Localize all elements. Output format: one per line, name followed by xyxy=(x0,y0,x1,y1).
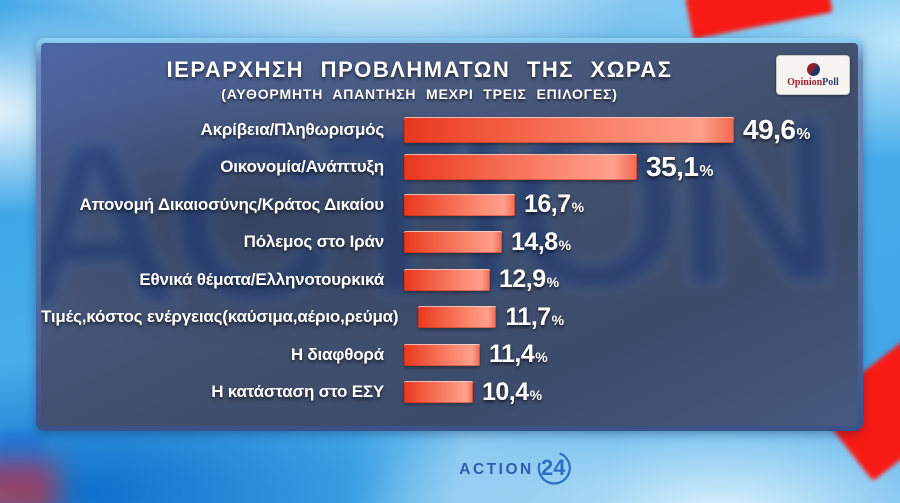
bar-label: Πόλεμος στο Ιράν xyxy=(243,232,385,252)
bar-value-number: 12,9 xyxy=(499,265,546,294)
bar xyxy=(404,231,502,254)
bar-row: Τιμές,κόστος ενέργειας(καύσιμα,αέριο,ρεύ… xyxy=(41,299,858,337)
bar-value-unit: % xyxy=(535,349,548,366)
bar-label: Απονομή Δικαιοσύνης/Κράτος Δικαίου xyxy=(79,194,385,214)
bar-label: Εθνικά θέματα/Ελληνοτουρκικά xyxy=(139,269,384,289)
chart-subtitle: (ΑΥΘΟΡΜΗΤΗ ΑΠΑΝΤΗΣΗ ΜΕΧΡΙ ΤΡΕΙΣ ΕΠΙΛΟΓΕΣ… xyxy=(221,86,618,102)
bar-value: 16,7% xyxy=(524,190,584,219)
bar xyxy=(404,268,490,291)
opinionpoll-pie-icon xyxy=(806,62,820,76)
chart-header: ΙΕΡΑΡΧΗΣΗ ΠΡΟΒΛΗΜΑΤΩΝ ΤΗΣ ΧΩΡΑΣ (ΑΥΘΟΡΜΗ… xyxy=(91,57,748,102)
logo-circle-arc xyxy=(537,452,571,485)
bar-label: Οικονομία/Ανάπτυξη xyxy=(220,157,384,177)
bar xyxy=(404,381,473,404)
opinionpoll-label: OpinionPoll xyxy=(787,76,839,88)
opinionpoll-badge: OpinionPoll xyxy=(776,55,850,95)
bar-value-number: 35,1 xyxy=(646,151,699,183)
bar-row: Οικονομία/Ανάπτυξη 35,1% xyxy=(41,149,858,187)
bar xyxy=(404,193,515,216)
bar-label: Η κατάσταση στο ΕΣΥ xyxy=(211,382,384,402)
action24-logo: ACTION 24 xyxy=(459,452,571,485)
bar-value: 11,4% xyxy=(489,340,548,369)
bar-value-unit: % xyxy=(796,125,811,143)
bar-value-number: 10,4 xyxy=(482,377,529,406)
svg-text:ACTION: ACTION xyxy=(459,461,533,478)
bar-row: Εθνικά θέματα/Ελληνοτουρκικά 12,9% xyxy=(41,261,858,299)
poll-panel: ACTION ΙΕΡΑΡΧΗΣΗ ΠΡΟΒΛΗΜΑΤΩΝ ΤΗΣ ΧΩΡΑΣ (… xyxy=(36,38,863,431)
opinionpoll-label-poll: Poll xyxy=(822,76,839,88)
channel-logo: ACTION 24 xyxy=(451,448,581,495)
opinionpoll-label-opinion: Opinion xyxy=(787,76,823,88)
poll-panel-body: ACTION ΙΕΡΑΡΧΗΣΗ ΠΡΟΒΛΗΜΑΤΩΝ ΤΗΣ ΧΩΡΑΣ (… xyxy=(41,43,858,426)
bar-row: Ακρίβεια/Πληθωρισμός 49,6% xyxy=(41,111,858,149)
bar-label: Η διαφθορά xyxy=(290,344,384,364)
bar-value-unit: % xyxy=(551,311,564,328)
bar-value-unit: % xyxy=(546,274,559,291)
bar-value-number: 49,6 xyxy=(743,113,796,145)
bar-value: 11,7% xyxy=(505,302,564,332)
bar-value-unit: % xyxy=(558,236,571,253)
bar-value-number: 16,7 xyxy=(524,190,571,219)
bar-value: 49,6% xyxy=(743,114,810,146)
bar-chart: Ακρίβεια/Πληθωρισμός 49,6% Οικονομία/Ανά… xyxy=(41,111,858,411)
bar xyxy=(404,116,734,143)
bar-row: Απονομή Δικαιοσύνης/Κράτος Δικαίου 16,7% xyxy=(41,186,858,224)
bar-value: 35,1% xyxy=(646,151,713,183)
bar-label: Τιμές,κόστος ενέργειας(καύσιμα,αέριο,ρεύ… xyxy=(41,307,399,327)
bar-row: Η διαφθορά 11,4% xyxy=(41,336,858,374)
svg-text:24: 24 xyxy=(541,455,566,480)
bar-row: Πόλεμος στο Ιράν 14,8% xyxy=(41,224,858,262)
bar-label: Ακρίβεια/Πληθωρισμός xyxy=(200,119,385,139)
bar-value: 12,9% xyxy=(499,265,559,294)
bar xyxy=(404,154,637,181)
chart-title: ΙΕΡΑΡΧΗΣΗ ΠΡΟΒΛΗΜΑΤΩΝ ΤΗΣ ΧΩΡΑΣ xyxy=(166,57,673,82)
bar xyxy=(404,343,480,366)
bar-value-number: 11,4 xyxy=(489,340,535,369)
bar xyxy=(418,306,497,329)
bar-row: Η κατάσταση στο ΕΣΥ 10,4% xyxy=(41,374,858,412)
bar-value-number: 14,8 xyxy=(511,227,558,256)
bar-value-unit: % xyxy=(699,163,714,181)
bar-value-number: 11,7 xyxy=(505,302,551,331)
bar-value-unit: % xyxy=(571,199,584,216)
red-accent-bottom-left xyxy=(0,461,58,503)
bar-value: 10,4% xyxy=(482,378,542,407)
bar-value: 14,8% xyxy=(511,228,571,257)
bar-value-unit: % xyxy=(529,386,542,403)
